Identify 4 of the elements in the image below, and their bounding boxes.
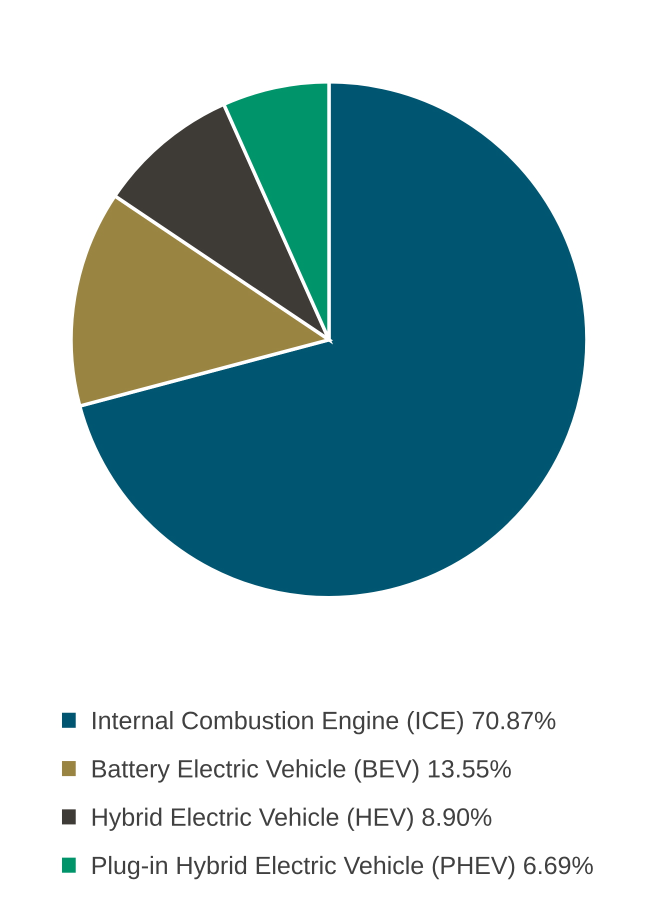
legend-label: Hybrid Electric Vehicle (HEV) 8.90%	[92, 808, 492, 831]
legend-label: Plug-in Hybrid Electric Vehicle (PHEV) 6.69%	[92, 856, 593, 880]
legend-label: Battery Electric Vehicle (BEV) 13.55%	[92, 759, 511, 783]
legend-label: Internal Combustion Engine (ICE) 70.87%	[93, 711, 556, 734]
